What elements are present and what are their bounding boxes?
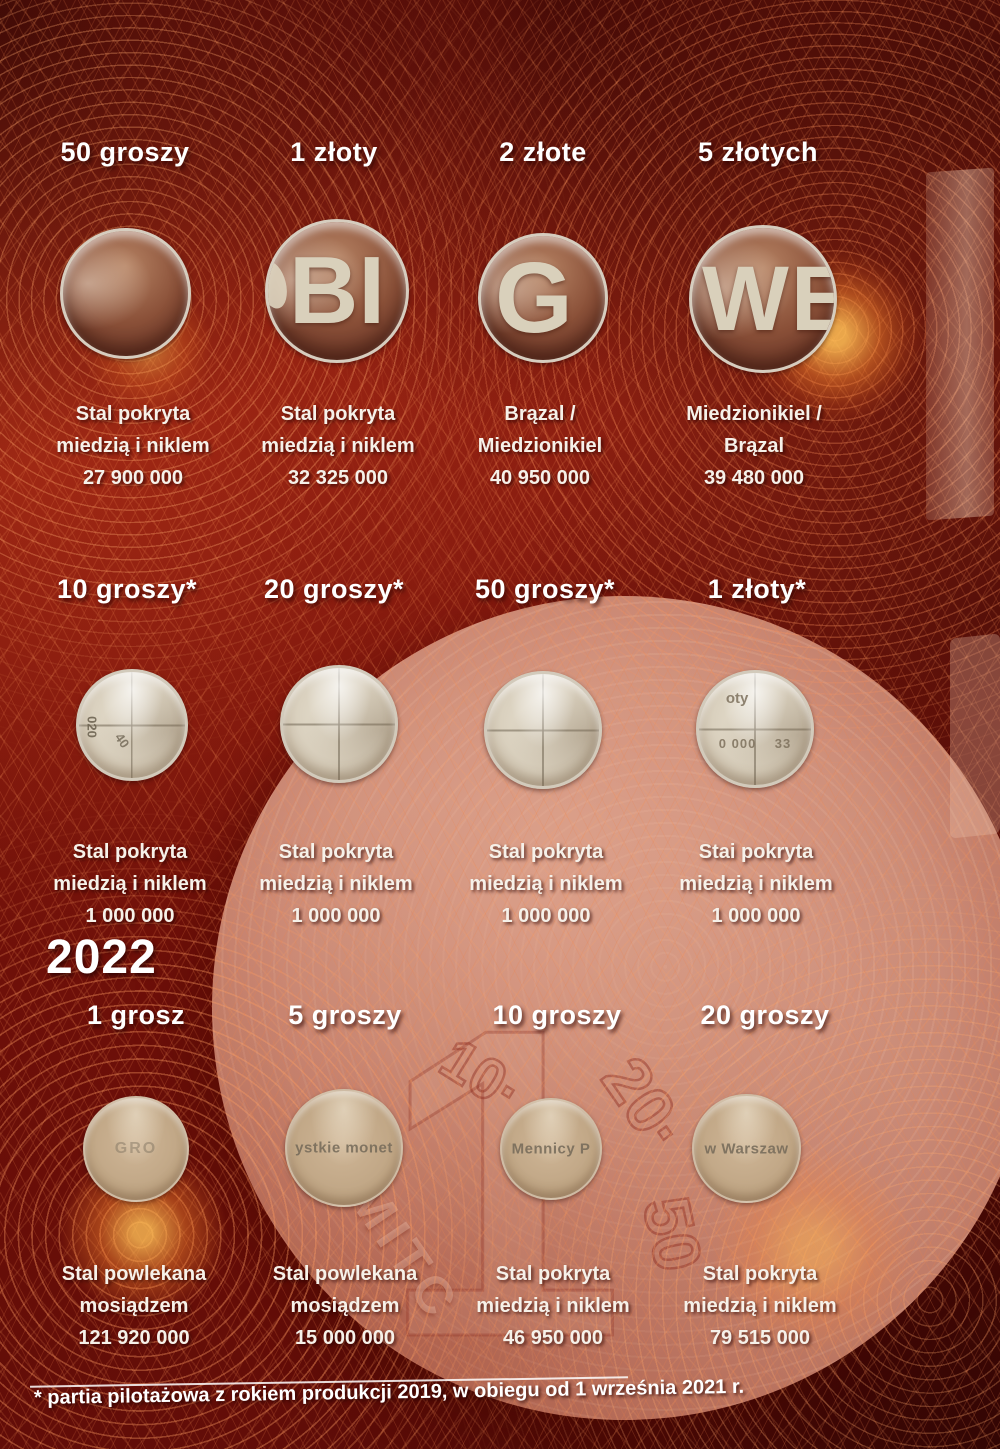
hole-backing-text: 40 <box>111 730 133 752</box>
caption-line: 1 000 000 <box>85 905 175 927</box>
caption-line: mosiądzem <box>79 1295 189 1317</box>
caption-line: Stal pokryta <box>278 841 394 863</box>
caption-line: 27 900 000 <box>82 467 184 489</box>
reflective-strip <box>950 633 1000 839</box>
denomination-label: 5 złotych <box>697 137 819 167</box>
coin-caption: Stal pokryta miedzią i niklem 1 000 000 <box>10 836 250 932</box>
caption-line: 15 000 000 <box>294 1327 396 1349</box>
coin-slot <box>280 665 398 783</box>
coin-caption: Stai pokryta miedzią i niklem 1 000 000 <box>636 836 876 932</box>
coin-slot: WE <box>689 225 837 373</box>
denomination-label: 1 złoty* <box>707 574 807 604</box>
coin-caption: Stal pokryta miedzią i niklem 32 325 000 <box>218 398 458 494</box>
caption-line: 32 325 000 <box>287 467 389 489</box>
caption-line: 46 950 000 <box>502 1327 604 1349</box>
caption-line: miedzią i niklem <box>261 435 415 457</box>
coin-caption: Stal pokryta miedzią i niklem 27 900 000 <box>13 398 253 494</box>
hole-backing-text: GRO <box>114 1140 158 1157</box>
caption-line: Stal pokryta <box>495 1263 611 1285</box>
coin-slot <box>60 228 191 359</box>
caption-line: 1 000 000 <box>711 905 801 927</box>
hole-backing-text: ystkie monet <box>295 1139 393 1157</box>
coin-slot: GRO <box>83 1096 189 1202</box>
coin-caption: Miedzionikiel / Brązal 39 480 000 <box>634 398 874 494</box>
caption-line: miedzią i niklem <box>469 873 623 895</box>
denomination-label: 2 złote <box>499 137 587 167</box>
coin-caption: Stal powlekana mosiądzem 15 000 000 <box>225 1258 465 1354</box>
hole-backing-text: 020 <box>84 716 100 738</box>
coin-slot: BI <box>265 219 409 363</box>
coin-slot: oty 0 000 33 <box>696 670 814 788</box>
denomination-label: 1 grosz <box>86 1000 186 1030</box>
hole-backing-text: 0 000 33 <box>718 735 792 751</box>
hole-backing-text: G <box>495 242 573 354</box>
denomination-label: 5 groszy <box>288 1000 402 1030</box>
denomination-label: 50 groszy* <box>474 574 616 604</box>
caption-line: Stal pokryta <box>702 1263 818 1285</box>
coin-caption: Stal pokryta miedzią i niklem 1 000 000 <box>426 836 666 932</box>
hole-backing-text: WE <box>702 248 834 350</box>
caption-line: Stai pokryta <box>698 841 814 863</box>
denomination-label: 10 groszy <box>492 1000 622 1030</box>
coin-slot: ystkie monet <box>285 1089 403 1207</box>
hole-backing-text: oty <box>725 689 749 707</box>
denomination-label: 20 groszy <box>700 1000 830 1030</box>
denomination-label: 20 groszy* <box>263 574 405 604</box>
caption-line: miedzią i niklem <box>679 873 833 895</box>
caption-line: Brązal <box>723 435 785 457</box>
year-label: 2022 <box>46 931 157 984</box>
caption-line: Stal powlekana <box>61 1263 207 1285</box>
denomination-label: 50 groszy <box>60 137 190 167</box>
caption-line: miedzią i niklem <box>476 1295 630 1317</box>
coin-caption: Stal pokryta miedzią i niklem 79 515 000 <box>640 1258 880 1354</box>
hole-backing-text: Mennicy P <box>511 1140 591 1158</box>
coin-slot <box>484 671 602 789</box>
caption-line: 1 000 000 <box>501 905 591 927</box>
caption-line: Stal pokryta <box>72 841 188 863</box>
caption-line: 121 920 000 <box>78 1327 190 1349</box>
coin-slot: 020 40 <box>76 669 188 781</box>
caption-line: Brązal / <box>504 403 576 425</box>
caption-line: Stal pokryta <box>488 841 604 863</box>
coin-caption: Brązal / Miedzionikiel 40 950 000 <box>420 398 660 494</box>
caption-line: 40 950 000 <box>489 467 591 489</box>
caption-line: miedzią i niklem <box>53 873 207 895</box>
coin-caption: Stal pokryta miedzią i niklem 1 000 000 <box>216 836 456 932</box>
caption-line: miedzią i niklem <box>259 873 413 895</box>
caption-line: miedzią i niklem <box>56 435 210 457</box>
coin-slot: w Warszaw <box>692 1094 801 1203</box>
hole-backing-text: w Warszaw <box>704 1140 789 1157</box>
denomination-label: 1 złoty <box>290 137 378 167</box>
caption-line: 1 000 000 <box>291 905 381 927</box>
coin-slot: Mennicy P <box>500 1098 602 1200</box>
caption-line: Miedzionikiel <box>477 435 603 457</box>
coin-slot: G <box>478 233 608 363</box>
coin-caption: Stal pokryta miedzią i niklem 46 950 000 <box>433 1258 673 1354</box>
caption-line: Stal pokryta <box>280 403 396 425</box>
caption-line: mosiądzem <box>290 1295 400 1317</box>
caption-line: 39 480 000 <box>703 467 805 489</box>
caption-line: Stal powlekana <box>272 1263 418 1285</box>
caption-line: miedzią i niklem <box>683 1295 837 1317</box>
coin-caption: Stal powlekana mosiądzem 121 920 000 <box>14 1258 254 1354</box>
caption-line: Stal pokryta <box>75 403 191 425</box>
denomination-label: 10 groszy* <box>56 574 198 604</box>
caption-line: Miedzionikiel / <box>686 403 822 425</box>
caption-line: 79 515 000 <box>709 1327 811 1349</box>
reflective-strip <box>926 167 994 521</box>
hole-backing-text: BI <box>289 237 385 344</box>
